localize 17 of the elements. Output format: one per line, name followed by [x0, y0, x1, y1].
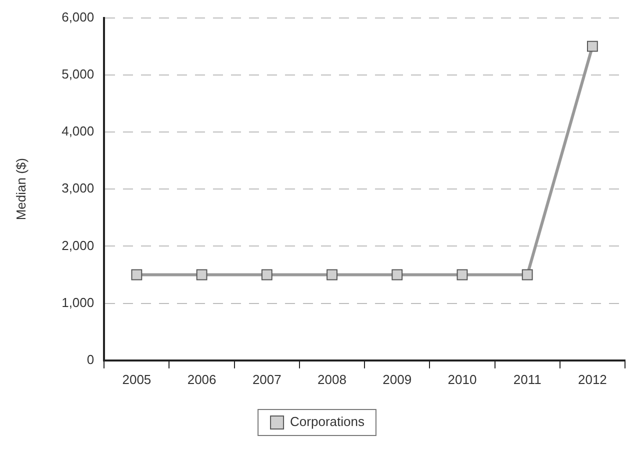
- y-axis-title: Median ($): [13, 158, 28, 220]
- y-tick-label: 5,000: [62, 66, 94, 82]
- y-tick-label: 6,000: [62, 9, 94, 24]
- x-tick-label: 2007: [252, 372, 282, 387]
- y-tick-label: 4,000: [62, 124, 94, 139]
- y-tick-label: 1,000: [62, 294, 94, 310]
- legend-label: Corporations: [290, 414, 365, 430]
- x-tick-label: 2012: [578, 372, 607, 387]
- y-tick-label: 2,000: [62, 238, 94, 253]
- y-tick-label: 0: [86, 352, 94, 367]
- x-tick-label: 2008: [318, 372, 346, 387]
- x-tick-label: 2005: [122, 372, 152, 387]
- x-tick-label: 2009: [382, 372, 412, 387]
- x-tick-label: 2010: [448, 372, 477, 387]
- x-tick-label: 2006: [187, 372, 216, 387]
- x-tick-label: 2011: [513, 372, 542, 387]
- y-tick-label: 3,000: [62, 180, 94, 196]
